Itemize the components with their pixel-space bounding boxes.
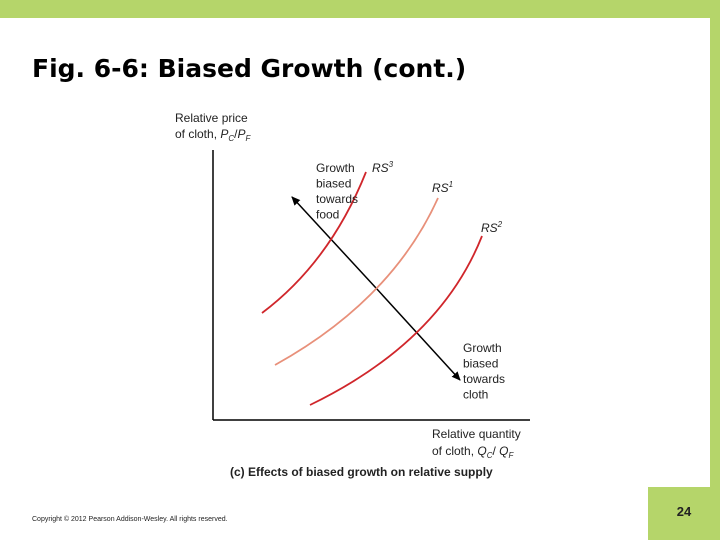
curve-sup: 2: [497, 220, 503, 229]
top-bar: [0, 0, 720, 18]
arrow-food: [291, 196, 377, 289]
label-part: P: [238, 127, 246, 141]
page-box: [648, 487, 720, 540]
arrow-label: food: [316, 208, 339, 222]
arrow-label: Growth: [463, 341, 502, 355]
label-part: of cloth,: [175, 127, 220, 141]
curve-sup: 1: [449, 180, 453, 189]
curve-name: RS: [372, 161, 389, 175]
arrow-labels: GrowthbiasedtowardsfoodGrowthbiasedtowar…: [316, 161, 505, 402]
arrow-label: biased: [463, 357, 498, 371]
slide-title: Fig. 6-6: Biased Growth (cont.): [32, 54, 466, 83]
supply-curve: [274, 197, 439, 366]
label-part: of cloth,: [432, 444, 477, 458]
label-part: F: [246, 134, 252, 143]
label-part: P: [220, 127, 228, 141]
arrow-label: Growth: [316, 161, 355, 175]
x-axis-label: Relative quantity: [432, 427, 521, 441]
label-part: /: [234, 127, 238, 141]
curve-name: RS: [432, 181, 449, 195]
arrow-label: towards: [463, 372, 505, 386]
label-part: C: [228, 134, 234, 143]
arrow-label: biased: [316, 177, 351, 191]
arrow-cloth: [375, 287, 461, 381]
label-part: /: [492, 444, 499, 458]
y-axis-label: Relative price: [175, 111, 248, 125]
label-part: F: [509, 451, 515, 460]
curve-sup: 3: [389, 160, 394, 169]
page-number: 24: [677, 504, 692, 519]
label-part: C: [487, 451, 493, 460]
figure-caption: (c) Effects of biased growth on relative…: [230, 465, 493, 479]
arrow-label: cloth: [463, 388, 488, 402]
curve-label: RS3: [372, 160, 394, 175]
supply-curve: [309, 235, 483, 406]
x-axis-label: of cloth, QC/ QF: [432, 444, 515, 460]
arrow-label: towards: [316, 192, 358, 206]
supply-curve: [261, 171, 367, 314]
curve-label: RS2: [481, 220, 503, 235]
curve-name: RS: [481, 221, 498, 235]
side-bar: [710, 0, 720, 540]
curve-label: RS1: [432, 180, 453, 195]
label-part: Q: [499, 444, 508, 458]
label-part: Q: [477, 444, 486, 458]
y-axis-label: of cloth, PC/PF: [175, 127, 252, 143]
copyright: Copyright © 2012 Pearson Addison-Wesley.…: [32, 515, 228, 523]
